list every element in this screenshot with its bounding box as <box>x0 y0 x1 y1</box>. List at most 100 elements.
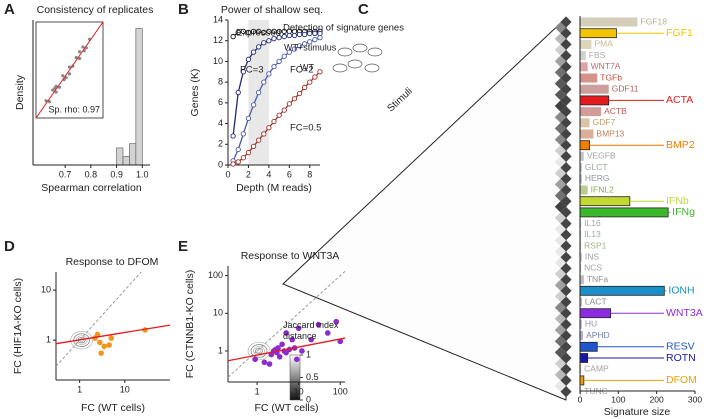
point <box>333 318 340 325</box>
category-label: IONH <box>668 285 694 297</box>
inset-point <box>67 65 72 69</box>
bar <box>580 319 582 329</box>
inset-point <box>64 76 68 80</box>
series-point <box>245 115 252 122</box>
category-label: WNT7A <box>591 61 621 71</box>
series-point <box>271 28 277 35</box>
heatmap-cell <box>554 234 566 246</box>
bar <box>580 364 582 374</box>
point <box>324 330 331 336</box>
bar <box>580 151 584 161</box>
bar <box>579 341 598 352</box>
category-label: HU <box>585 319 597 329</box>
series-point <box>296 43 303 49</box>
y-tick-label: 100 <box>208 270 223 280</box>
heatmap-cell <box>554 22 566 34</box>
x-tick-label: 1 <box>255 386 260 396</box>
bar <box>580 185 588 195</box>
diagonal-cell <box>560 61 572 73</box>
heatmap-cell <box>554 380 566 392</box>
category-label: IFNL2 <box>591 184 614 194</box>
series-point <box>296 31 303 38</box>
heatmap-cell <box>554 111 566 123</box>
category-label: NCS <box>584 263 602 273</box>
heatmap-cell <box>554 358 566 370</box>
bar <box>580 62 588 72</box>
identity-line <box>55 271 142 367</box>
series-point <box>245 149 252 156</box>
x-tick-label: 2 <box>246 169 251 179</box>
inset-point <box>77 56 82 61</box>
bar <box>579 95 610 106</box>
point <box>299 348 305 354</box>
inset-fit <box>35 21 104 119</box>
bar <box>579 308 612 319</box>
category-label: HERG <box>585 173 610 183</box>
x-tick-label: 100 <box>333 386 348 396</box>
diagonal-cell <box>560 72 572 84</box>
x-tick-label: 8 <box>307 169 312 179</box>
series-point <box>286 101 292 107</box>
series-point <box>276 34 282 41</box>
point <box>293 356 300 363</box>
colorbar-tick-label: 0.5 <box>306 372 319 382</box>
series-point <box>230 161 236 167</box>
x-axis-label: FC (WT cells) <box>255 402 319 414</box>
heatmap-cell <box>554 66 566 78</box>
bar <box>579 196 631 207</box>
y-axis-label: Density <box>14 74 26 110</box>
y-tick-label: 0 <box>218 159 223 169</box>
series-point <box>302 41 308 47</box>
diagonal-cell <box>560 94 572 106</box>
category-label: IL13 <box>584 229 601 239</box>
series-point <box>230 33 236 40</box>
category-label: VEGFB <box>587 151 616 161</box>
chart-title: Consistency of replicates <box>37 4 154 16</box>
series-line <box>232 37 321 162</box>
identity-line <box>227 270 346 378</box>
category-label: ACTB <box>604 106 627 116</box>
point <box>337 338 344 345</box>
category-label: FBS <box>589 50 606 60</box>
category-label: RSP1 <box>584 240 606 250</box>
y-tick-label: 12 <box>213 35 223 45</box>
diagonal-cell <box>560 330 572 342</box>
annotation: WT <box>300 62 314 72</box>
heatmap-cell <box>554 279 566 291</box>
category-label: BMP2 <box>666 139 695 151</box>
x-tick-label: 1 <box>77 384 82 394</box>
x-tick-label: 100 <box>611 394 625 404</box>
heatmap-cell <box>554 167 566 179</box>
bar <box>580 241 582 251</box>
inset-point <box>81 45 85 49</box>
x-tick-label: 6 <box>287 169 292 179</box>
series-point <box>250 102 257 108</box>
histogram-bar <box>116 147 124 166</box>
panel-letter: E <box>178 238 188 255</box>
series-point <box>281 107 287 113</box>
diagonal-cell <box>560 262 572 274</box>
density-contour <box>250 344 268 358</box>
bar <box>580 163 582 173</box>
series-point <box>240 131 246 137</box>
series-point <box>256 44 262 50</box>
bar <box>580 263 582 273</box>
series-point <box>235 89 241 96</box>
heatmap-cell <box>554 257 566 269</box>
inset-point <box>53 86 57 90</box>
inset-point <box>47 100 52 104</box>
series-point <box>291 46 298 52</box>
colorbar-tick-label: 0 <box>306 394 311 404</box>
series-point <box>296 90 303 97</box>
category-label: TGFb <box>600 72 622 82</box>
series-point <box>302 31 308 38</box>
category-label: INS <box>585 251 600 261</box>
density-contour <box>255 347 263 355</box>
heatmap-cell <box>554 201 566 213</box>
y-axis-label: Genes (K) <box>189 69 201 117</box>
bar <box>580 331 584 341</box>
series-point <box>286 32 292 39</box>
series-point <box>261 40 267 46</box>
